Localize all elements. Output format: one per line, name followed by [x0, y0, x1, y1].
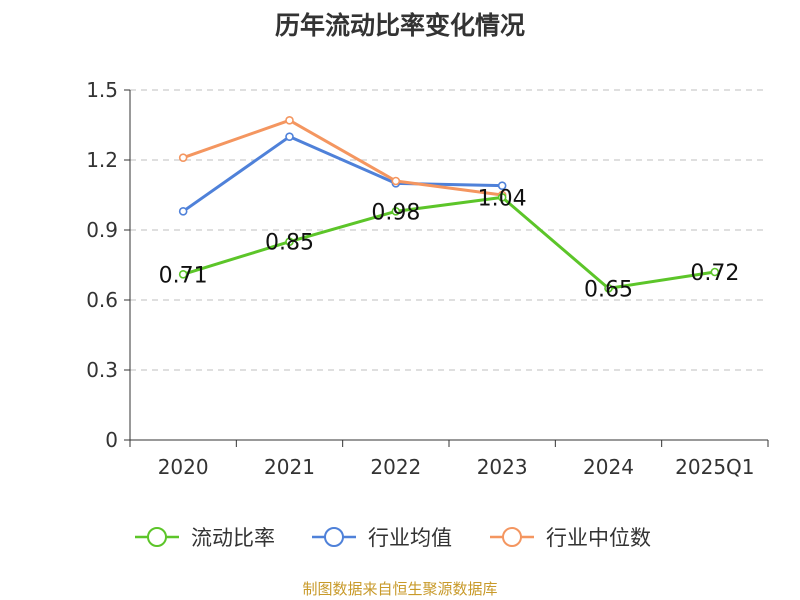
- data-point: [710, 267, 720, 277]
- series-line-0: [182, 195, 716, 290]
- series-line-1: [182, 135, 503, 213]
- data-label: 0.71: [159, 263, 208, 288]
- data-point: [604, 284, 613, 293]
- chart-title: 历年流动比率变化情况: [274, 11, 525, 40]
- legend-label: 行业中位数: [546, 526, 651, 550]
- grid-lines: [130, 89, 768, 371]
- data-labels: 0.71 0.85 0.98 1.04 0.65 0.72: [159, 186, 740, 302]
- data-point: [178, 270, 188, 279]
- data-label: 0.72: [690, 261, 739, 286]
- data-point: [178, 153, 188, 162]
- data-label: 0.98: [371, 200, 420, 225]
- y-tick-label: 1.5: [86, 78, 118, 102]
- y-tick-label: 0.9: [86, 218, 118, 242]
- y-tick-label: 0.6: [86, 288, 118, 312]
- data-label: 0.85: [265, 231, 314, 256]
- data-point: [497, 181, 507, 190]
- legend-marker: [324, 527, 344, 547]
- axes: 0 0.3 0.6 0.9 1.2 1.5 2020 2021 2022 2023 2024 2025…: [86, 78, 769, 479]
- series-line-2: [182, 118, 503, 197]
- legend-item: 行业中位数: [490, 526, 651, 550]
- legend-marker: [147, 527, 167, 547]
- legend-label: 流动比率: [191, 526, 275, 550]
- data-point: [391, 207, 401, 216]
- series-lines: [178, 116, 720, 293]
- y-tick-label: 1.2: [86, 148, 118, 172]
- x-tick-label: 2021: [264, 455, 315, 479]
- x-tick-label: 2020: [158, 455, 209, 479]
- legend-label: 行业均值: [368, 526, 452, 550]
- x-tick-label: 2022: [370, 455, 421, 479]
- data-label: 1.04: [478, 186, 527, 211]
- legend-item: 流动比率: [135, 526, 275, 550]
- data-point: [285, 237, 294, 246]
- data-point: [285, 132, 294, 141]
- data-label: 0.65: [584, 277, 633, 302]
- data-point: [497, 193, 507, 202]
- y-tick-label: 0: [105, 428, 118, 452]
- legend: 流动比率 行业均值 行业中位数: [135, 526, 651, 550]
- legend-item: 行业均值: [312, 526, 452, 550]
- data-point: [391, 176, 401, 186]
- y-tick-label: 0.3: [86, 358, 118, 382]
- source-note: 制图数据来自恒生聚源数据库: [302, 580, 498, 598]
- legend-marker: [502, 527, 522, 547]
- x-tick-label: 2025Q1: [675, 455, 754, 479]
- x-tick-label: 2023: [477, 455, 528, 479]
- x-tick-label: 2024: [583, 455, 634, 479]
- data-point: [178, 207, 188, 216]
- data-point: [285, 116, 294, 125]
